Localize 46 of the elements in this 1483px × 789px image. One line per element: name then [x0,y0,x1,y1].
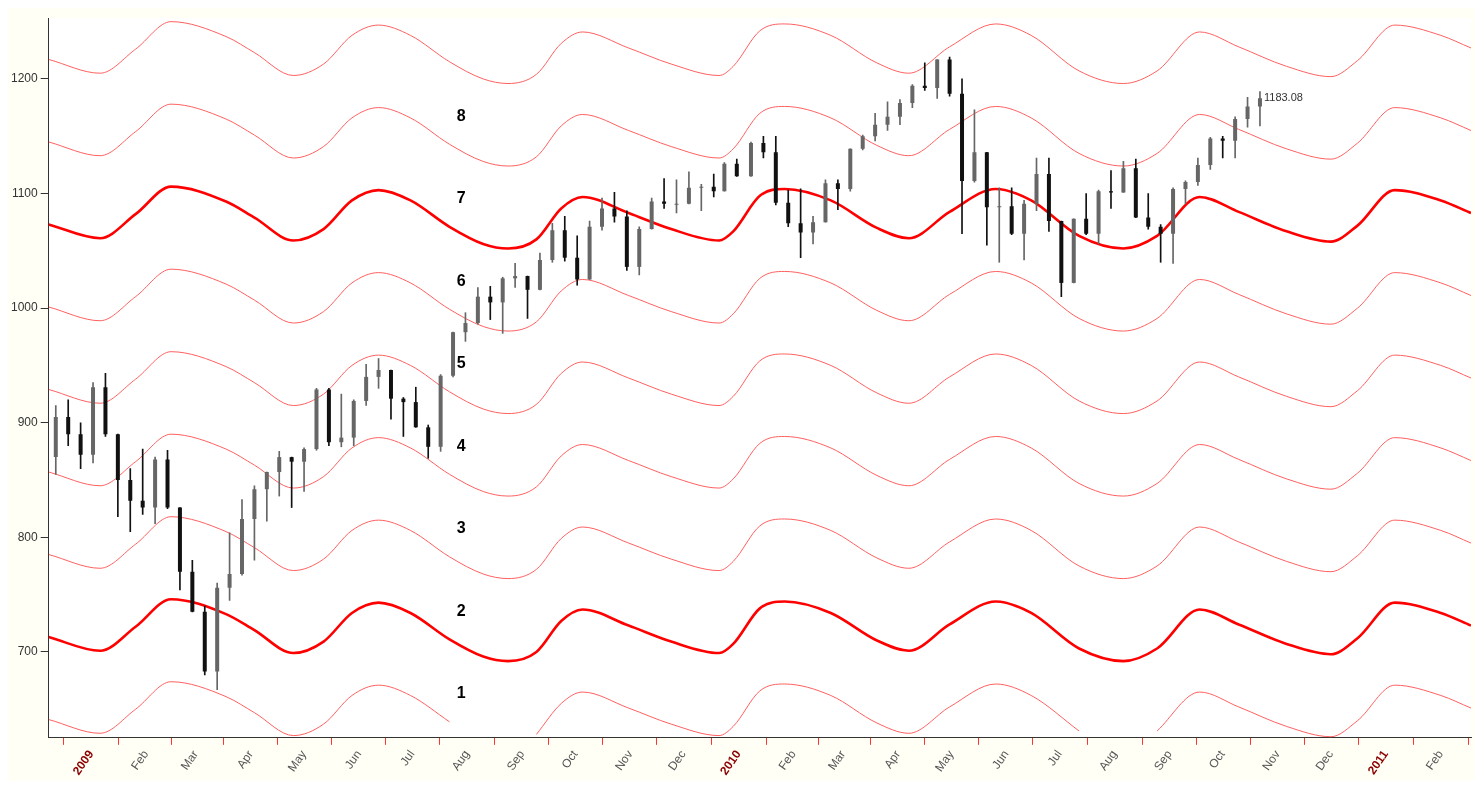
line-series [48,268,1471,332]
x-tick-label: Aug [448,747,473,774]
series-label: 2 [456,601,466,619]
line-series [48,516,1471,580]
y-tick-label: 1000 [10,300,39,315]
candlestick [140,448,145,515]
x-tick-label: Jun [988,747,1012,772]
x-tick-label: Apr [233,747,257,771]
annotation: 1183.08 [1263,91,1303,104]
x-tick-label: Jul [397,747,418,769]
x-tick-label: Dec [665,747,689,774]
x-tick-label: Sep [503,747,528,774]
y-tick-label: 1200 [10,71,39,86]
x-tick-label: Dec [1312,747,1337,774]
x-tick-label: Oct [558,747,581,771]
candlestick [835,179,840,210]
series-label: 4 [456,436,466,454]
series-label: 7 [456,189,466,207]
x-tick-label: Apr [881,747,904,771]
series-label: 8 [456,106,466,124]
line-series [48,597,1471,663]
series-label: 5 [456,354,466,372]
y-tick-label: 1100 [11,185,39,200]
line-series [48,185,1471,250]
x-tick-label: Jul [1044,747,1065,769]
y-tick-label: 900 [17,415,39,430]
series-label: 1 [456,684,466,702]
x-tick-label: Feb [128,747,152,773]
line-series [48,21,1471,85]
x-tick-label: Feb [775,747,799,773]
candlestick [1146,193,1151,230]
x-tick-label: Mar [825,747,849,773]
line-series [48,433,1471,497]
x-tick-label: Feb [1422,747,1447,773]
series-label: 6 [456,271,466,289]
y-tick-label: 800 [17,529,39,544]
x-tick-label: Jun [341,747,365,772]
line-series [48,351,1471,415]
x-tick-label: Aug [1096,747,1120,774]
y-tick-label: 700 [17,644,39,659]
series-label: 3 [456,519,466,537]
x-tick-label: Sep [1150,747,1175,774]
x-tick-label: Oct [1205,747,1229,771]
candlestick [1257,91,1262,127]
line-series [48,103,1471,167]
x-tick-label: Mar [177,747,202,773]
